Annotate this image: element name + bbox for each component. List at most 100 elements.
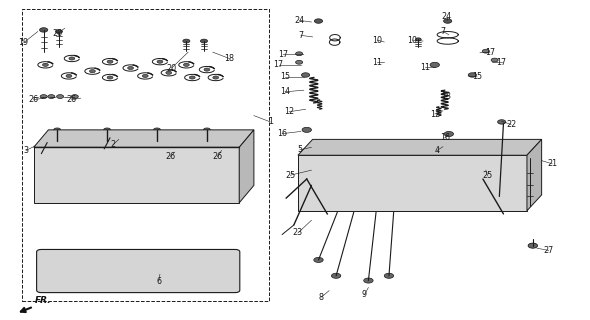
Circle shape [199,163,214,170]
Circle shape [55,30,63,33]
Circle shape [157,60,163,63]
Circle shape [528,243,537,248]
Circle shape [467,143,481,151]
Circle shape [47,261,83,281]
Circle shape [66,74,72,77]
Circle shape [93,175,125,193]
Circle shape [301,73,310,77]
Circle shape [90,69,96,73]
Bar [22,9,268,301]
Circle shape [362,185,392,201]
Text: 3: 3 [24,146,28,155]
Text: 8: 8 [319,292,324,301]
Circle shape [482,49,489,53]
Circle shape [142,74,148,77]
Text: 18: 18 [224,54,234,63]
Text: 17: 17 [278,50,289,59]
Text: 19: 19 [19,38,29,47]
Circle shape [309,145,317,149]
Circle shape [57,95,64,99]
Text: 10: 10 [372,36,382,44]
Text: 10: 10 [408,36,418,44]
Text: 26: 26 [67,95,77,104]
Circle shape [136,261,172,281]
Text: 25: 25 [285,171,296,180]
Circle shape [54,128,61,132]
Text: 20: 20 [166,63,177,73]
Text: 4: 4 [435,146,440,155]
Text: 9: 9 [362,290,367,299]
Circle shape [44,255,50,258]
Circle shape [190,175,223,193]
Circle shape [430,62,440,68]
Text: 25: 25 [483,172,493,180]
Text: 5: 5 [297,145,302,154]
Circle shape [179,149,185,152]
Circle shape [468,185,497,201]
Text: 12: 12 [284,107,294,116]
Circle shape [127,67,133,69]
Circle shape [476,174,490,181]
Circle shape [201,39,208,43]
Circle shape [445,145,453,149]
Text: 16: 16 [277,129,287,138]
Circle shape [302,127,312,132]
Circle shape [227,255,232,258]
Text: 27: 27 [543,246,554,255]
Text: 1: 1 [268,117,273,126]
Text: 7: 7 [440,27,445,36]
Circle shape [310,185,339,201]
Circle shape [44,284,50,287]
Text: 24: 24 [294,16,305,25]
Circle shape [104,128,110,132]
Circle shape [150,163,165,170]
Circle shape [468,73,477,77]
Text: 2: 2 [110,140,116,149]
Polygon shape [298,155,527,211]
Circle shape [183,63,189,67]
Circle shape [42,63,48,67]
Text: 11: 11 [420,63,430,72]
Text: 12: 12 [430,109,440,118]
Circle shape [102,163,116,170]
Circle shape [172,149,178,152]
Text: 15: 15 [280,72,290,81]
Circle shape [53,163,67,170]
Circle shape [69,57,75,60]
Circle shape [224,149,230,153]
Circle shape [107,76,113,79]
Circle shape [71,95,78,99]
Circle shape [332,273,341,278]
Text: 16: 16 [440,133,450,142]
Polygon shape [34,147,239,203]
Circle shape [415,185,445,201]
Circle shape [491,58,498,62]
FancyBboxPatch shape [37,250,240,292]
Circle shape [48,95,55,99]
Text: FR.: FR. [35,296,51,305]
Text: 15: 15 [472,72,482,81]
Polygon shape [527,140,542,211]
Circle shape [107,136,113,140]
Text: 24: 24 [441,12,451,21]
Circle shape [129,284,135,287]
Circle shape [216,149,222,153]
Circle shape [317,174,332,181]
Circle shape [415,38,421,41]
Text: 11: 11 [372,58,382,67]
Circle shape [296,60,303,64]
Circle shape [296,52,303,56]
Text: 6: 6 [156,277,161,286]
Circle shape [129,255,135,258]
Polygon shape [298,140,542,155]
Text: 26: 26 [29,95,39,104]
Circle shape [213,76,219,79]
Circle shape [363,278,373,283]
Circle shape [40,28,48,32]
Text: 17: 17 [274,60,284,69]
Circle shape [370,174,384,181]
Circle shape [314,257,323,262]
Text: 21: 21 [547,159,558,168]
Polygon shape [239,130,254,203]
Circle shape [107,60,113,63]
